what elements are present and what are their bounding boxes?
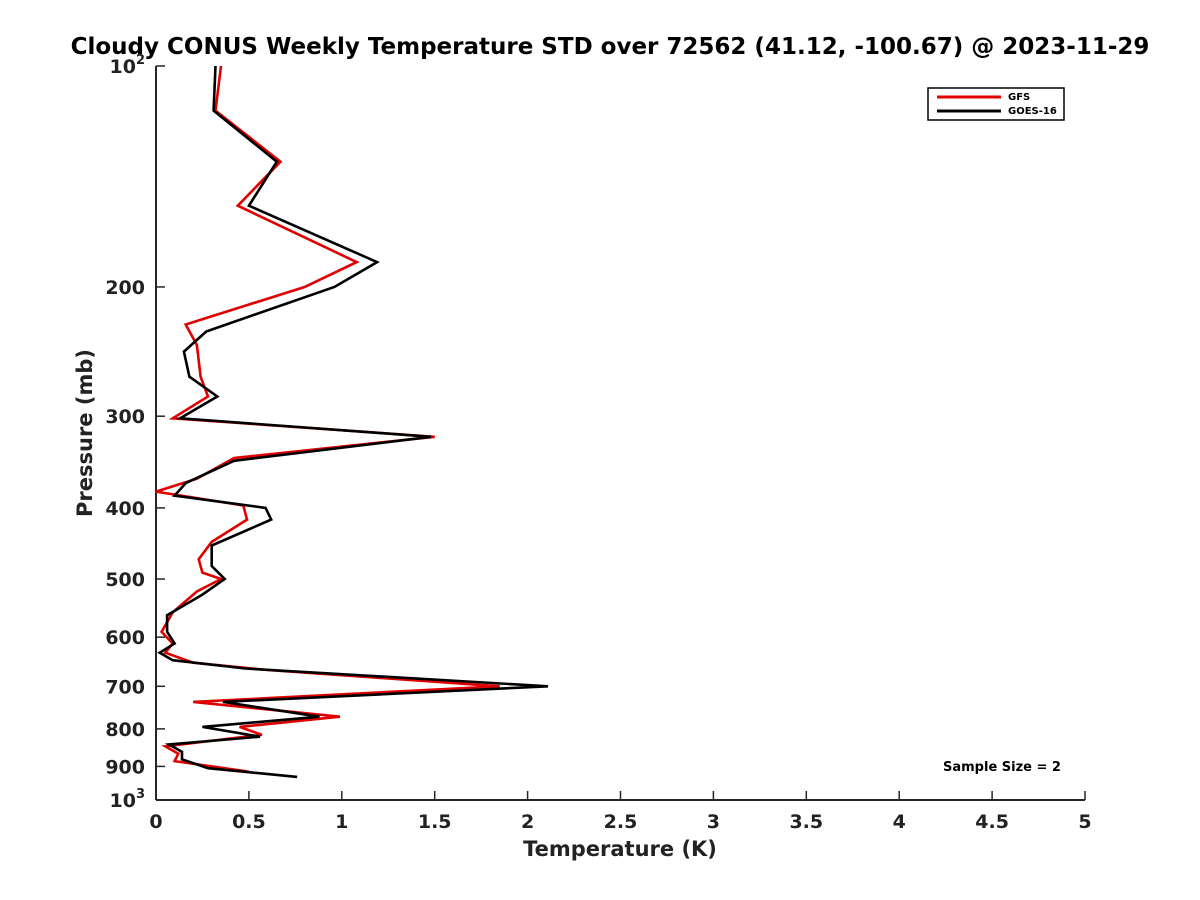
- y-tick-label: 102: [110, 53, 146, 78]
- x-tick-label: 4: [893, 811, 906, 833]
- x-tick-label: 2.5: [604, 811, 638, 833]
- y-tick-label: 600: [105, 627, 145, 649]
- x-tick-label: 2: [521, 811, 534, 833]
- y-ticks-group: 102 200 300 400 500 600 700 800 900 103: [105, 53, 165, 812]
- chart-title: Cloudy CONUS Weekly Temperature STD over…: [71, 34, 1150, 60]
- y-tick-label: 800: [105, 719, 145, 741]
- x-tick-label: 3.5: [789, 811, 823, 833]
- x-tick-label: 3: [707, 811, 720, 833]
- x-tick-label: 0.5: [232, 811, 266, 833]
- x-tick-label: 1.5: [418, 811, 452, 833]
- x-ticks-group: 0 0.5 1 1.5 2 2.5 3 3.5 4 4.5 5: [149, 791, 1092, 833]
- x-tick-label: 4.5: [975, 811, 1009, 833]
- y-tick-label: 200: [105, 277, 145, 299]
- x-axis-label: Temperature (K): [523, 837, 717, 861]
- y-tick-label: 700: [105, 676, 145, 698]
- y-tick-label: 400: [105, 498, 145, 520]
- sample-size-annotation: Sample Size = 2: [943, 760, 1061, 775]
- axes-group: [155, 66, 1085, 801]
- legend-label-gfs: GFS: [1008, 92, 1030, 103]
- legend-label-goes16: GOES-16: [1008, 106, 1057, 117]
- y-tick-label: 300: [105, 406, 145, 428]
- series-line-goes16: [157, 65, 549, 779]
- series-line-gfs: [155, 65, 500, 773]
- y-tick-label: 500: [105, 569, 145, 591]
- x-tick-label: 5: [1078, 811, 1091, 833]
- x-tick-label: 0: [149, 811, 162, 833]
- y-tick-label: 900: [105, 756, 145, 778]
- legend-box: [927, 87, 1065, 121]
- y-axis-label: Pressure (mb): [73, 349, 97, 517]
- legend: GFS GOES-16: [927, 87, 1065, 121]
- series-group: [155, 65, 549, 779]
- y-tick-label: 103: [110, 787, 146, 812]
- x-tick-label: 1: [335, 811, 348, 833]
